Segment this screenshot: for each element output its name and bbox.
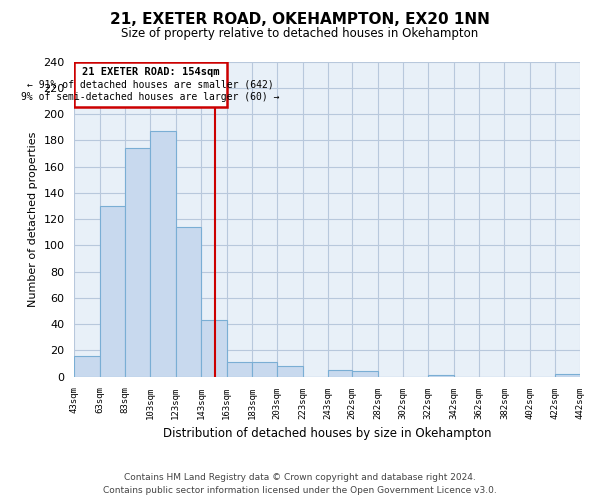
X-axis label: Distribution of detached houses by size in Okehampton: Distribution of detached houses by size …	[163, 427, 491, 440]
Text: Contains HM Land Registry data © Crown copyright and database right 2024.
Contai: Contains HM Land Registry data © Crown c…	[103, 474, 497, 495]
Bar	[74, 356, 100, 376]
Y-axis label: Number of detached properties: Number of detached properties	[28, 132, 38, 307]
Text: Size of property relative to detached houses in Okehampton: Size of property relative to detached ho…	[121, 28, 479, 40]
Bar	[74, 62, 227, 108]
Text: 21 EXETER ROAD: 154sqm: 21 EXETER ROAD: 154sqm	[82, 67, 219, 77]
Text: 21, EXETER ROAD, OKEHAMPTON, EX20 1NN: 21, EXETER ROAD, OKEHAMPTON, EX20 1NN	[110, 12, 490, 28]
Bar	[151, 131, 176, 376]
Bar	[352, 372, 377, 376]
Bar	[277, 366, 302, 376]
Bar	[252, 362, 277, 376]
Bar	[227, 362, 252, 376]
Bar	[176, 227, 201, 376]
Text: ← 91% of detached houses are smaller (642): ← 91% of detached houses are smaller (64…	[27, 80, 274, 90]
Bar	[328, 370, 352, 376]
Bar	[125, 148, 151, 376]
Bar	[555, 374, 580, 376]
Bar	[100, 206, 125, 376]
Text: 9% of semi-detached houses are larger (60) →: 9% of semi-detached houses are larger (6…	[21, 92, 280, 102]
Bar	[201, 320, 227, 376]
